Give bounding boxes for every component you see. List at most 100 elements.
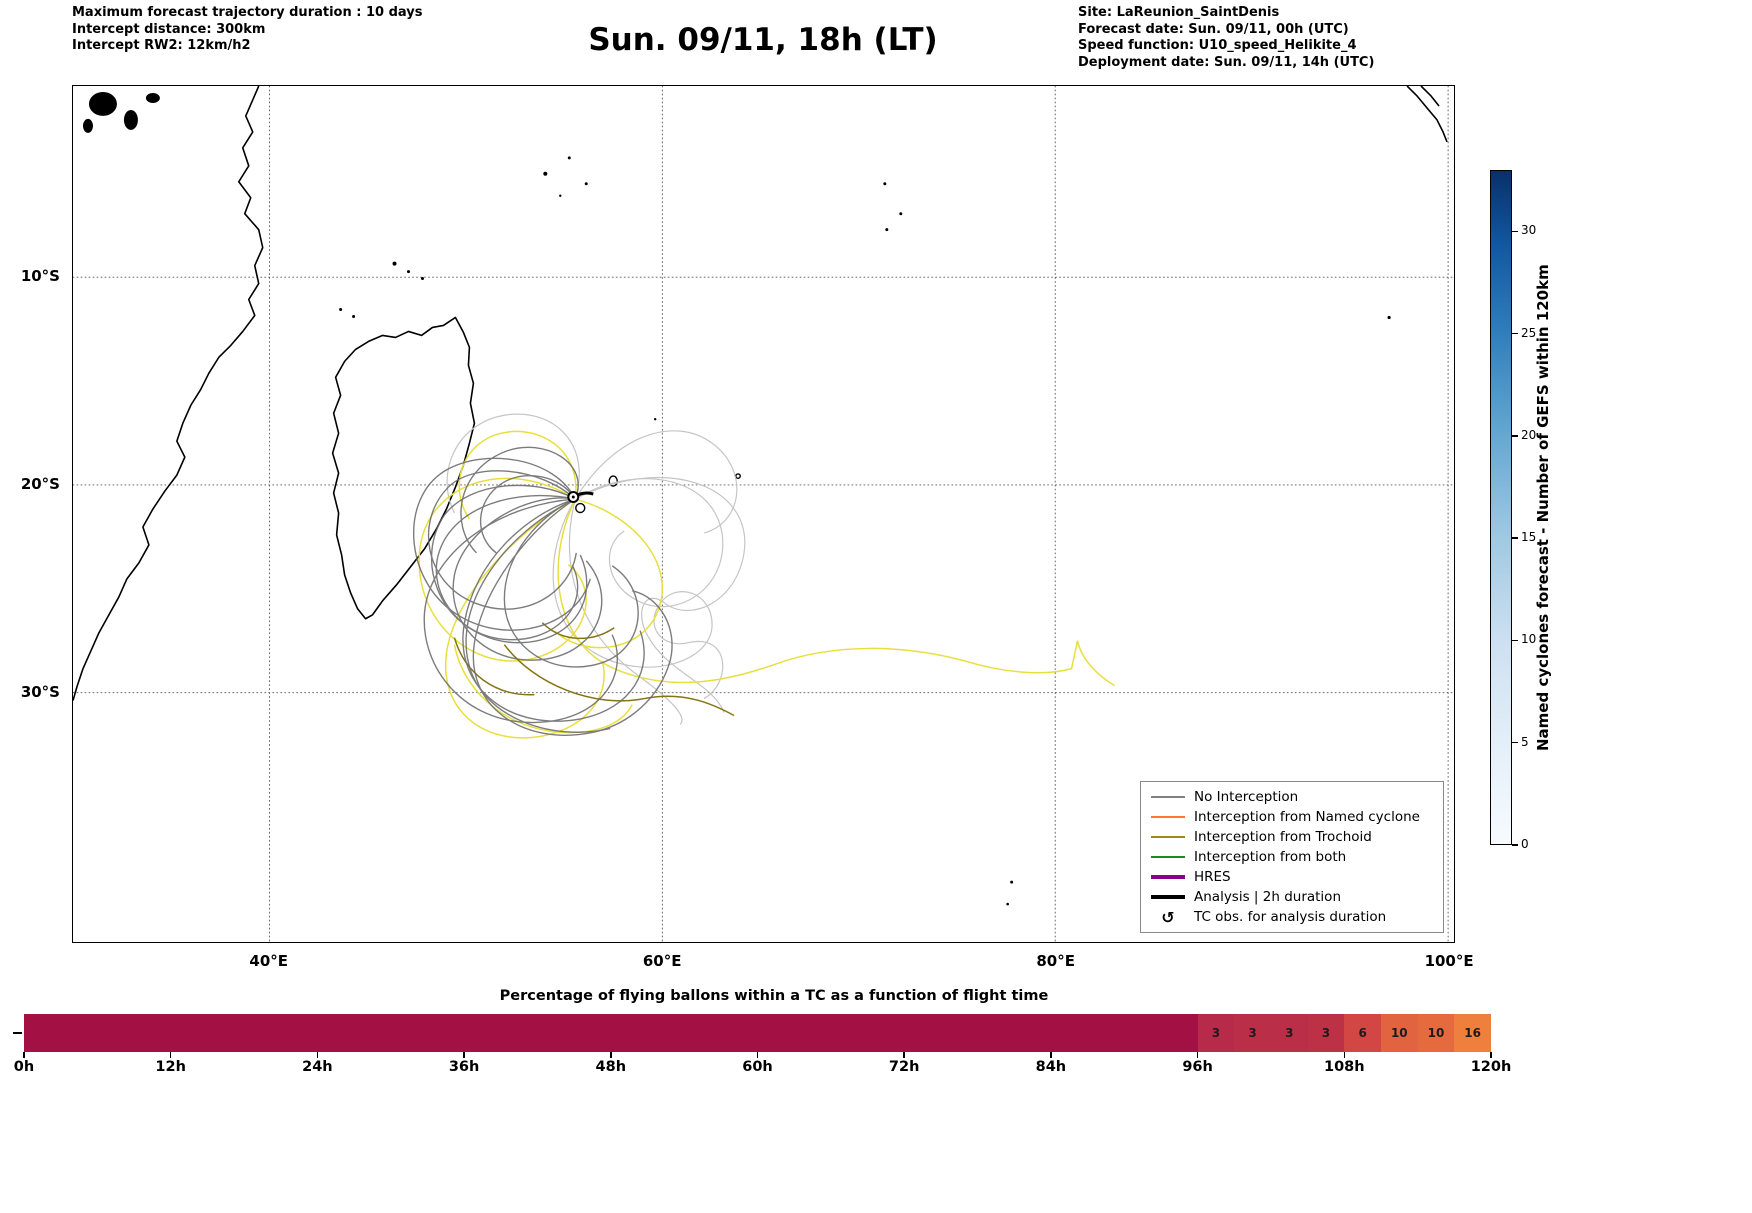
legend-sample xyxy=(1151,836,1185,838)
legend-item: Interception from both xyxy=(1151,847,1433,867)
flight-time-bar: 3 3 3 3 6 10 10 16 xyxy=(24,1014,1491,1052)
bar-segment xyxy=(24,1014,1198,1052)
legend-items: No Interception Interception from Named c… xyxy=(1151,787,1433,927)
y-tick-label: 10°S xyxy=(20,266,60,285)
legend-label: Interception from Named cyclone xyxy=(1194,809,1420,825)
bar-segment: 16 xyxy=(1454,1014,1491,1052)
legend-line-sample xyxy=(1151,895,1185,899)
legend-line-sample xyxy=(1151,856,1185,858)
intercept-distance-text: Intercept distance: 300km xyxy=(72,21,266,37)
legend-item: Interception from Trochoid xyxy=(1151,827,1433,847)
tc-obs-symbol-icon: ↺ xyxy=(1161,907,1175,927)
trajectories-trochoid-olive xyxy=(453,622,735,717)
rodrigues-island xyxy=(735,473,741,479)
bar-x-tick-mark xyxy=(1050,1052,1052,1058)
bar-x-tick-label: 12h xyxy=(155,1059,186,1075)
colorbar-tick-mark xyxy=(1512,230,1518,233)
colorbar-tick-mark xyxy=(1512,435,1518,437)
bar-x-tick-label: 36h xyxy=(448,1059,480,1075)
x-tick-label: 60°E xyxy=(642,952,682,970)
legend-item: Interception from Named cyclone xyxy=(1151,807,1433,827)
bar-x-tick-label: 24h xyxy=(302,1059,333,1075)
speed-function-text: Speed function: U10_speed_Helikite_4 xyxy=(1078,38,1357,53)
legend-line-sample xyxy=(1151,836,1185,838)
legend-label: No Interception xyxy=(1194,789,1299,805)
legend-sample xyxy=(1151,856,1185,858)
map-panel xyxy=(72,85,1455,943)
bar-segment: 3 xyxy=(1270,1014,1308,1052)
map-legend: No Interception Interception from Named c… xyxy=(1140,781,1444,933)
bar-x-tick-mark xyxy=(463,1052,465,1058)
legend-label: Interception from Trochoid xyxy=(1194,829,1372,845)
bar-x-tick-label: 48h xyxy=(595,1059,627,1075)
y-tick-label: 20°S xyxy=(20,474,60,493)
coastlines xyxy=(73,86,1448,701)
bar-x-tick-label: 72h xyxy=(888,1059,920,1075)
bar-x-tick-label: 84h xyxy=(1035,1059,1067,1075)
bar-x-tick-mark xyxy=(169,1052,172,1058)
colorbar-tick-mark xyxy=(1512,844,1518,846)
legend-sample xyxy=(1151,895,1185,899)
map-canvas xyxy=(73,86,1454,942)
tc-obs-marker xyxy=(567,491,580,504)
bar-x-tick-mark xyxy=(903,1052,905,1058)
bar-segment: 10 xyxy=(1417,1014,1455,1052)
colorbar-tick-mark xyxy=(1512,741,1518,744)
map-gridlines xyxy=(73,86,1454,942)
trajectories-no-interception-light xyxy=(446,413,746,725)
bar-x-tick-mark xyxy=(23,1052,25,1058)
x-tick-label: 40°E xyxy=(249,952,289,970)
legend-line-sample xyxy=(1151,816,1185,818)
legend-sample xyxy=(1151,796,1185,798)
colorbar-tick-label: 25 xyxy=(1521,325,1537,340)
bar-x-tick-label: 108h xyxy=(1324,1059,1365,1075)
header-left: Maximum forecast trajectory duration : 1… xyxy=(72,5,423,55)
forecast-date-text: Forecast date: Sun. 09/11, 00h (UTC) xyxy=(1078,21,1349,37)
bar-x-tick-mark xyxy=(316,1052,319,1058)
bar-segment: 10 xyxy=(1380,1014,1418,1052)
legend-sample xyxy=(1151,816,1185,818)
colorbar-tick-label: 30 xyxy=(1521,223,1537,238)
site-text: Site: LaReunion_SaintDenis xyxy=(1078,5,1280,20)
bar-x-tick-label: 0h xyxy=(13,1059,35,1075)
colorbar-label: Named cyclones forecast - Number of GEFS… xyxy=(1534,264,1552,751)
bar-x-tick-mark xyxy=(610,1052,612,1058)
colorbar xyxy=(1490,170,1512,845)
trajectories-trochoid-yellow xyxy=(418,430,1115,739)
bar-x-tick-mark xyxy=(1343,1052,1346,1058)
colorbar-tick-mark xyxy=(1512,639,1518,642)
legend-label: Analysis | 2h duration xyxy=(1194,889,1341,905)
x-tick-label: 80°E xyxy=(1036,952,1075,970)
y-tick-label: 30°S xyxy=(20,683,60,702)
trajectories-no-interception-dark xyxy=(413,446,673,736)
colorbar-tick-label: 0 xyxy=(1521,837,1529,851)
bar-x-tick-mark xyxy=(1490,1052,1492,1058)
legend-item: No Interception xyxy=(1151,787,1433,807)
bar-segment: 3 xyxy=(1307,1014,1345,1052)
legend-line-sample xyxy=(1151,875,1185,879)
legend-item: Analysis | 2h duration xyxy=(1151,887,1433,907)
max-duration-text: Maximum forecast trajectory duration : 1… xyxy=(72,5,423,20)
bar-x-tick-label: 60h xyxy=(742,1059,773,1075)
figure-title: Sun. 09/11, 18h (LT) xyxy=(588,22,938,58)
header-right: Site: LaReunion_SaintDenis Forecast date… xyxy=(1078,5,1374,71)
bar-segment: 6 xyxy=(1344,1014,1381,1052)
bar-x-tick-mark xyxy=(1196,1052,1199,1058)
bar-x-tick-label: 120h xyxy=(1470,1059,1512,1075)
legend-label: TC obs. for analysis duration xyxy=(1194,909,1387,925)
colorbar-tick-mark xyxy=(1512,537,1518,539)
intercept-rw2-text: Intercept RW2: 12km/h2 xyxy=(72,38,251,53)
colorbar-tick-label: 15 xyxy=(1521,530,1537,545)
legend-label: Interception from both xyxy=(1194,849,1347,865)
bar-y-tick xyxy=(13,1032,22,1034)
legend-item: HRES xyxy=(1151,867,1433,887)
legend-line-sample xyxy=(1151,796,1185,798)
legend-label: HRES xyxy=(1194,869,1231,885)
legend-sample xyxy=(1151,875,1185,879)
bar-x-tick-label: 96h xyxy=(1182,1059,1213,1075)
colorbar-tick-label: 5 xyxy=(1521,734,1529,749)
bottom-chart-title: Percentage of flying ballons within a TC… xyxy=(499,988,1049,1004)
colorbar-tick-label: 10 xyxy=(1521,632,1537,647)
colorbar-tick-label: 20 xyxy=(1521,427,1537,442)
colorbar-tick-mark xyxy=(1512,332,1518,335)
